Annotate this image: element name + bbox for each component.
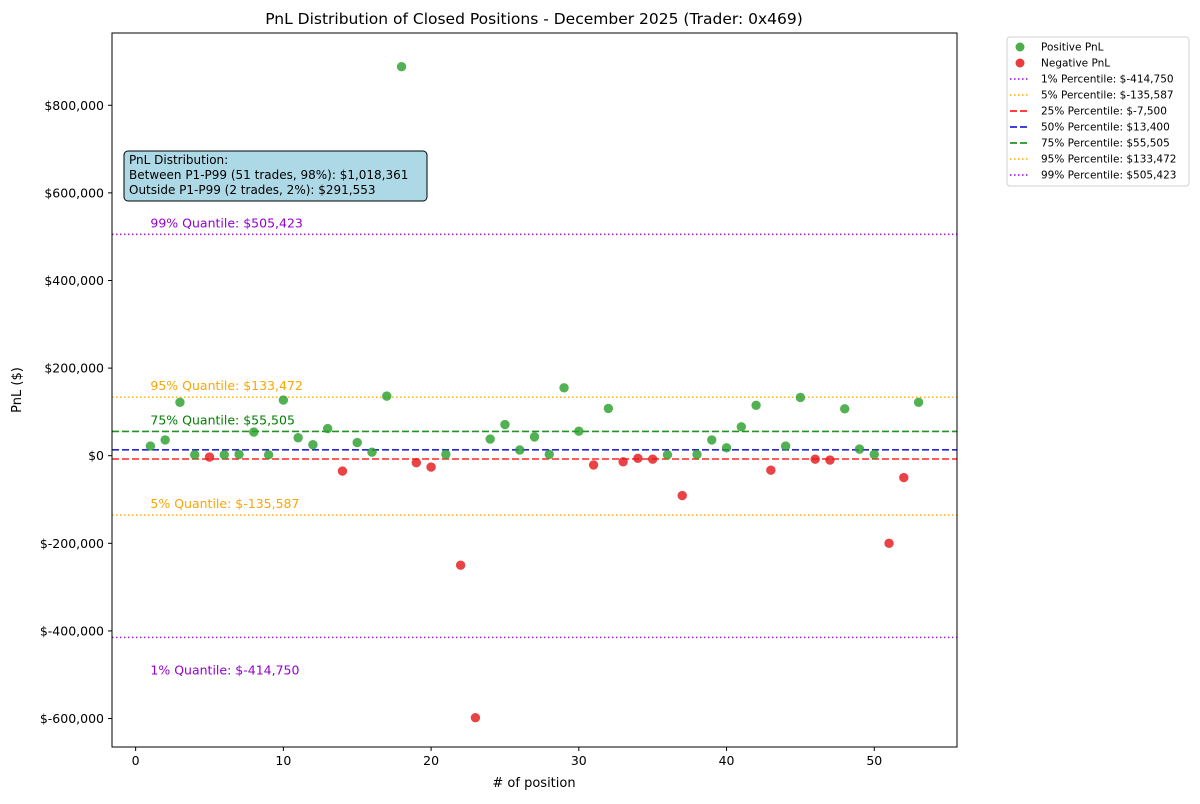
y-tick-label: $-200,000 <box>40 536 104 551</box>
negative-pnl-point[interactable] <box>426 462 436 472</box>
negative-pnl-point[interactable] <box>825 455 835 465</box>
legend-label: 25% Percentile: $-7,500 <box>1041 106 1167 118</box>
legend-label: 75% Percentile: $55,505 <box>1041 138 1170 150</box>
positive-pnl-point[interactable] <box>913 397 924 407</box>
negative-pnl-point[interactable] <box>899 472 909 483</box>
positive-pnl-point[interactable] <box>544 449 554 460</box>
plot-frame <box>111 32 958 748</box>
negative-pnl-point[interactable] <box>677 490 687 501</box>
positive-pnl-point[interactable] <box>485 434 495 444</box>
positive-pnl-point[interactable] <box>751 400 761 411</box>
positive-pnl-point[interactable] <box>500 419 510 430</box>
positive-pnl-point[interactable] <box>322 423 333 434</box>
positive-pnl-point[interactable] <box>869 449 879 460</box>
positive-pnl-point[interactable] <box>559 383 569 393</box>
chart-title: PnL Distribution of Closed Positions - D… <box>265 10 803 28</box>
positive-pnl-point[interactable] <box>441 449 451 460</box>
positive-pnl-point[interactable] <box>692 449 702 460</box>
positive-pnl-point[interactable] <box>780 441 791 451</box>
positive-pnl-point[interactable] <box>854 444 865 454</box>
positive-pnl-point[interactable] <box>603 403 614 414</box>
positive-pnl-point[interactable] <box>234 449 244 460</box>
negative-pnl-point[interactable] <box>337 466 348 476</box>
x-tick-label: 30 <box>571 753 587 768</box>
positive-pnl-point[interactable] <box>278 395 289 405</box>
positive-pnl-point[interactable] <box>721 443 732 453</box>
positive-pnl-point[interactable] <box>795 392 806 403</box>
x-tick-label: 0 <box>132 753 140 768</box>
negative-pnl-point[interactable] <box>766 465 776 475</box>
y-tick-label: $-600,000 <box>40 711 104 726</box>
positive-pnl-point[interactable] <box>249 427 259 437</box>
x-tick-label: 20 <box>423 753 439 768</box>
negative-pnl-point[interactable] <box>647 454 658 464</box>
positive-pnl-point[interactable] <box>145 441 156 451</box>
positive-pnl-point[interactable] <box>840 404 850 414</box>
negative-pnl-point[interactable] <box>810 454 820 464</box>
negative-pnl-point[interactable] <box>411 458 422 468</box>
positive-pnl-point[interactable] <box>382 391 392 401</box>
legend-marker-positive <box>1015 42 1025 52</box>
negative-pnl-point[interactable] <box>455 560 466 570</box>
legend-label: 1% Percentile: $-414,750 <box>1041 74 1174 86</box>
positive-pnl-point[interactable] <box>219 450 229 460</box>
x-tick-label: 10 <box>275 753 291 768</box>
quantile-annotation: 1% Quantile: $-414,750 <box>150 662 299 677</box>
y-tick-label: $200,000 <box>44 361 104 376</box>
y-tick-label: $0 <box>88 448 104 463</box>
quantile-annotation: 75% Quantile: $55,505 <box>150 412 295 427</box>
y-tick-label: $-400,000 <box>40 623 104 638</box>
positive-pnl-point[interactable] <box>515 445 525 455</box>
negative-pnl-point[interactable] <box>618 457 628 467</box>
legend-label: 95% Percentile: $133,472 <box>1041 154 1176 166</box>
positive-pnl-point[interactable] <box>308 440 318 450</box>
y-tick-label: $600,000 <box>44 185 104 200</box>
positive-pnl-point[interactable] <box>574 426 584 436</box>
quantile-annotation: 95% Quantile: $133,472 <box>150 378 302 393</box>
positive-pnl-point[interactable] <box>662 450 673 460</box>
legend-label: 50% Percentile: $13,400 <box>1041 122 1170 134</box>
legend-label: 5% Percentile: $-135,587 <box>1041 90 1174 102</box>
quantile-annotation: 5% Quantile: $-135,587 <box>150 496 299 511</box>
negative-pnl-point[interactable] <box>204 452 215 462</box>
legend-label: 99% Percentile: $505,423 <box>1041 170 1176 182</box>
positive-pnl-point[interactable] <box>736 422 747 432</box>
info-box-background <box>123 150 428 202</box>
legend-marker-negative <box>1015 58 1025 68</box>
info-box-line: PnL Distribution: <box>129 153 228 167</box>
plot-area: 1% Quantile: $-414,750 5% Quantile: $-135… <box>112 62 957 723</box>
positive-pnl-point[interactable] <box>352 437 362 448</box>
negative-pnl-point[interactable] <box>633 453 643 464</box>
info-box-line: Between P1-P99 (51 trades, 98%): $1,018,… <box>129 168 408 182</box>
positive-pnl-point[interactable] <box>367 447 377 457</box>
positive-pnl-point[interactable] <box>160 435 170 445</box>
y-axis-label: PnL ($) <box>10 367 25 413</box>
legend-label: Positive PnL <box>1041 42 1104 54</box>
negative-pnl-point[interactable] <box>884 538 894 549</box>
positive-pnl-point[interactable] <box>263 450 274 460</box>
x-axis-label: # of position <box>492 776 575 791</box>
legend: Positive PnL Negative PnL 1% Percentile: $… <box>1006 36 1190 187</box>
negative-pnl-point[interactable] <box>470 712 481 723</box>
positive-pnl-point[interactable] <box>707 435 717 445</box>
x-tick-label: 40 <box>719 753 735 768</box>
axes: 0 10 20 30 40 50 $-600,000 $-400,000 $-200,000 $0… <box>40 32 958 768</box>
y-tick-label: $400,000 <box>44 273 104 288</box>
y-tick-label: $800,000 <box>44 98 104 113</box>
positive-pnl-point[interactable] <box>293 433 303 443</box>
info-box: PnL Distribution:Between P1-P99 (51 trad… <box>123 150 428 202</box>
positive-pnl-point[interactable] <box>190 450 200 460</box>
legend-label: Negative PnL <box>1041 58 1110 70</box>
x-tick-label: 50 <box>866 753 882 768</box>
legend-frame <box>1006 36 1190 187</box>
positive-pnl-point[interactable] <box>396 62 407 72</box>
positive-pnl-point[interactable] <box>529 432 540 442</box>
quantile-annotation: 99% Quantile: $505,423 <box>150 215 302 230</box>
positive-pnl-point[interactable] <box>175 397 185 407</box>
info-box-line: Outside P1-P99 (2 trades, 2%): $291,553 <box>129 183 376 197</box>
negative-pnl-point[interactable] <box>588 460 599 470</box>
